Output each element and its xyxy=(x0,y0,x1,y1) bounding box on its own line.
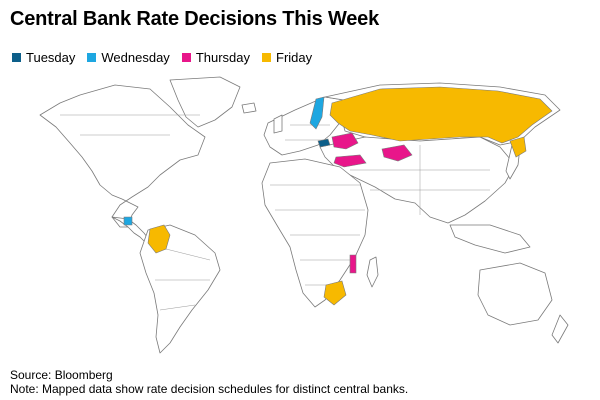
land-greenland xyxy=(169,76,241,128)
tuesday-hungary xyxy=(317,138,331,148)
legend-label-thursday: Thursday xyxy=(195,50,251,65)
wednesday-guatemala xyxy=(123,216,133,226)
land-africa xyxy=(261,158,369,308)
legend-swatch-tuesday xyxy=(12,53,21,62)
land-uk xyxy=(273,114,283,134)
land-madagascar xyxy=(366,256,379,288)
source-note: Source: Bloomberg xyxy=(10,368,113,382)
wednesday-sweden xyxy=(309,96,325,130)
legend-item-tuesday: Tuesday xyxy=(12,50,75,65)
world-map xyxy=(39,76,569,354)
legend: Tuesday Wednesday Thursday Friday xyxy=(12,50,324,65)
land-australia xyxy=(477,262,553,326)
friday-russia-east xyxy=(509,136,527,158)
footer: Source: Bloomberg Note: Mapped data show… xyxy=(10,368,408,396)
friday-russia xyxy=(329,86,553,144)
friday-highlights xyxy=(147,86,553,306)
thursday-uzbekistan xyxy=(381,144,413,162)
legend-label-friday: Friday xyxy=(276,50,313,65)
land-north-america xyxy=(39,84,206,228)
legend-item-thursday: Thursday xyxy=(181,50,251,65)
legend-swatch-wednesday xyxy=(87,53,97,62)
thursday-malawi xyxy=(349,254,357,274)
legend-label-wednesday: Wednesday xyxy=(101,50,170,65)
thursday-turkey xyxy=(333,154,367,168)
chart-title: Central Bank Rate Decisions This Week xyxy=(10,8,380,30)
friday-botswana xyxy=(323,280,347,306)
legend-label-tuesday: Tuesday xyxy=(26,50,76,65)
legend-item-friday: Friday xyxy=(262,50,312,65)
tuesday-highlights xyxy=(317,138,331,148)
methodology-note: Note: Mapped data show rate decision sch… xyxy=(10,382,409,396)
land-se-asia-islands xyxy=(449,224,531,254)
land-new-zealand xyxy=(551,314,569,344)
thursday-highlights xyxy=(331,132,413,274)
thursday-ukraine xyxy=(331,132,359,150)
land-south-america xyxy=(139,224,221,354)
wednesday-highlights xyxy=(123,96,325,226)
legend-item-wednesday: Wednesday xyxy=(87,50,170,65)
legend-swatch-thursday xyxy=(181,53,191,62)
country-borders xyxy=(60,114,490,311)
friday-colombia xyxy=(147,224,171,254)
land-iceland xyxy=(241,102,257,114)
legend-swatch-friday xyxy=(262,53,272,62)
